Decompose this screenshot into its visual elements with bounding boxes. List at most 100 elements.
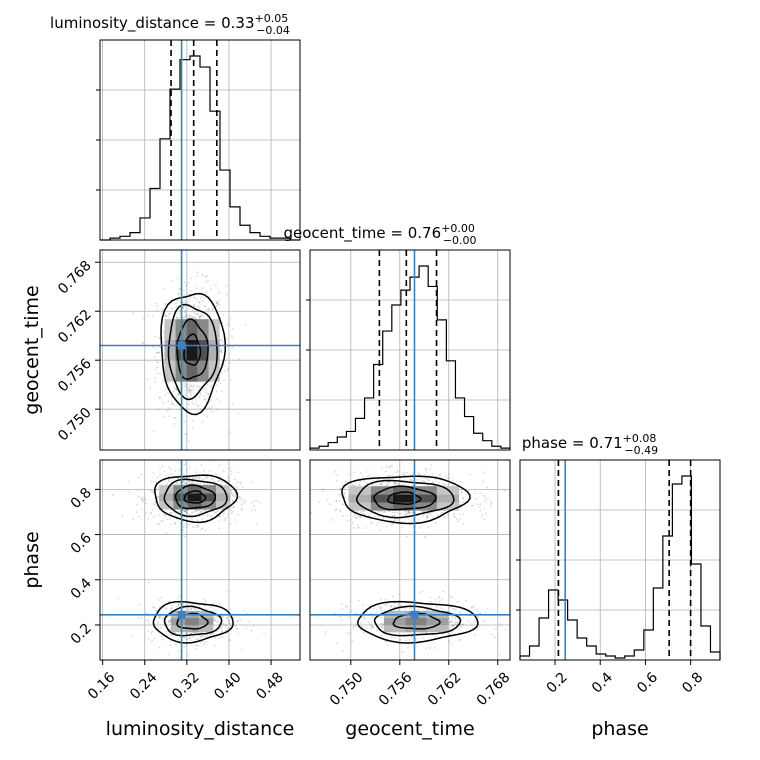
sample-point bbox=[452, 624, 455, 627]
sample-point bbox=[183, 510, 186, 513]
sample-point bbox=[159, 474, 161, 476]
sample-point bbox=[207, 514, 210, 517]
sample-point bbox=[167, 400, 170, 403]
sample-point bbox=[348, 611, 351, 614]
sample-point bbox=[149, 480, 152, 483]
sample-point bbox=[209, 385, 212, 388]
sample-point bbox=[427, 484, 429, 487]
sample-point bbox=[157, 621, 160, 624]
sample-point bbox=[167, 392, 169, 394]
sample-point bbox=[227, 476, 229, 478]
sample-point bbox=[191, 476, 194, 479]
sample-point bbox=[368, 517, 371, 520]
sample-point bbox=[156, 476, 159, 479]
sample-point bbox=[176, 316, 179, 319]
sample-point bbox=[196, 313, 199, 316]
sample-point bbox=[152, 472, 155, 474]
sample-point bbox=[426, 515, 429, 518]
sample-point bbox=[157, 351, 160, 354]
density-cell bbox=[186, 319, 198, 340]
sample-point bbox=[379, 482, 381, 485]
sample-point bbox=[170, 607, 173, 610]
sample-point bbox=[362, 475, 365, 477]
sample-point bbox=[157, 408, 160, 411]
sample-point bbox=[185, 314, 188, 317]
sample-point bbox=[154, 335, 157, 338]
sample-point bbox=[205, 308, 208, 311]
sample-point bbox=[164, 514, 167, 517]
sample-point bbox=[210, 633, 213, 635]
sample-point bbox=[390, 636, 393, 639]
sample-point bbox=[214, 637, 217, 639]
sample-point bbox=[229, 622, 231, 625]
sample-point bbox=[217, 480, 219, 483]
sample-point bbox=[456, 621, 459, 624]
sample-point bbox=[160, 520, 163, 522]
sample-point bbox=[183, 509, 186, 512]
sample-point bbox=[210, 406, 213, 409]
sample-point bbox=[154, 376, 157, 379]
sample-point bbox=[347, 616, 350, 619]
sample-point bbox=[185, 317, 188, 320]
sample-point bbox=[212, 478, 214, 480]
sample-point bbox=[202, 274, 204, 277]
sample-point bbox=[207, 279, 210, 282]
sample-point bbox=[454, 623, 457, 626]
sample-point bbox=[225, 590, 228, 593]
sample-point bbox=[156, 372, 159, 375]
sample-point bbox=[417, 518, 420, 521]
sample-point bbox=[405, 513, 408, 516]
sample-point bbox=[218, 292, 221, 294]
sample-point bbox=[258, 501, 261, 504]
sample-point bbox=[170, 609, 172, 612]
sample-point bbox=[205, 509, 208, 512]
sample-point bbox=[152, 503, 155, 505]
sample-point bbox=[199, 296, 202, 299]
sample-point bbox=[192, 510, 195, 513]
sample-point bbox=[161, 341, 164, 344]
sample-point bbox=[156, 309, 159, 312]
sample-point bbox=[396, 512, 399, 515]
sample-point bbox=[156, 523, 159, 526]
sample-point bbox=[215, 301, 218, 304]
sample-point bbox=[175, 605, 178, 608]
sample-point bbox=[146, 314, 149, 317]
sample-point bbox=[215, 384, 218, 387]
sample-point bbox=[451, 623, 454, 626]
sample-point bbox=[462, 623, 464, 626]
sample-point bbox=[407, 511, 410, 514]
sample-point bbox=[159, 372, 161, 375]
sample-point bbox=[191, 419, 194, 422]
sample-point bbox=[161, 337, 164, 340]
sample-point bbox=[448, 477, 451, 480]
panel-frame bbox=[99, 39, 301, 241]
sample-point bbox=[426, 477, 429, 480]
sample-point bbox=[406, 535, 408, 538]
sample-point bbox=[320, 488, 323, 491]
sample-point bbox=[152, 315, 155, 318]
sample-point bbox=[207, 407, 210, 409]
sample-point bbox=[152, 492, 155, 494]
contour-line bbox=[176, 318, 209, 380]
sample-point bbox=[190, 639, 193, 642]
sample-point bbox=[153, 637, 156, 640]
sample-point bbox=[422, 479, 425, 482]
sample-point bbox=[223, 378, 226, 381]
sample-point bbox=[177, 603, 180, 606]
sample-point bbox=[205, 388, 208, 390]
sample-point bbox=[167, 619, 170, 622]
sample-point bbox=[344, 480, 347, 483]
sample-point bbox=[408, 639, 411, 641]
sample-point bbox=[183, 383, 186, 385]
density-cell bbox=[159, 493, 174, 502]
sample-point bbox=[226, 323, 229, 326]
sample-point bbox=[195, 310, 198, 313]
sample-point bbox=[183, 645, 186, 648]
sample-point bbox=[354, 516, 357, 518]
y-axis-label-geocent_time: geocent_time bbox=[21, 285, 43, 414]
sample-point bbox=[174, 643, 177, 646]
sample-point bbox=[227, 367, 229, 370]
contour-line bbox=[357, 600, 479, 644]
sample-point bbox=[207, 308, 210, 310]
